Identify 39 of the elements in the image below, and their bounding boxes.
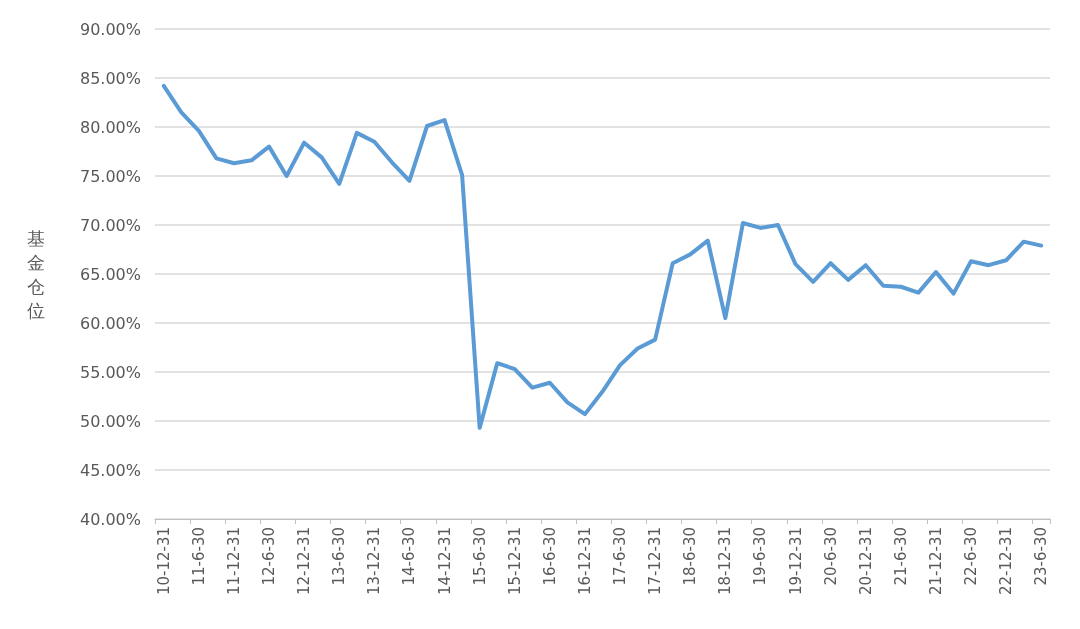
x-tick-label: 13-12-31	[365, 527, 384, 596]
x-tick-label: 20-12-31	[856, 527, 875, 596]
y-tick-label: 75.00%	[79, 166, 141, 186]
x-tick-label: 22-6-30	[962, 527, 981, 586]
x-tick-label: 18-6-30	[681, 527, 700, 586]
x-tick-label: 10-12-31	[154, 527, 173, 596]
x-tick-label: 17-6-30	[611, 527, 630, 586]
y-tick-label: 60.00%	[79, 313, 141, 333]
y-axis-title: 基金仓位	[27, 227, 45, 321]
x-tick-label: 12-12-31	[295, 527, 314, 596]
x-tick-label: 18-12-31	[716, 527, 735, 596]
x-tick-label: 12-6-30	[260, 527, 279, 586]
y-tick-label: 70.00%	[79, 215, 141, 235]
x-tick-label: 14-6-30	[400, 527, 419, 586]
x-tick-label: 15-6-30	[470, 527, 489, 586]
x-tick-label: 11-12-31	[224, 527, 243, 596]
x-tick-label: 21-6-30	[891, 527, 910, 586]
y-tick-label: 45.00%	[79, 460, 141, 480]
y-tick-label: 40.00%	[79, 509, 141, 529]
x-tick-label: 16-12-31	[575, 527, 594, 596]
x-tick-label: 22-12-31	[997, 527, 1016, 596]
x-tick-label: 19-6-30	[751, 527, 770, 586]
x-tick-label: 21-12-31	[926, 527, 945, 596]
x-tick-label: 23-6-30	[1032, 527, 1051, 586]
y-tick-label: 90.00%	[79, 19, 141, 39]
x-tick-label: 17-12-31	[646, 527, 665, 596]
x-tick-label: 19-12-31	[786, 527, 805, 596]
x-tick-label: 13-6-30	[330, 527, 349, 586]
y-tick-label: 65.00%	[79, 264, 141, 284]
x-tick-label: 11-6-30	[189, 527, 208, 586]
y-tick-label: 80.00%	[79, 117, 141, 137]
x-tick-label: 15-12-31	[505, 527, 524, 596]
x-tick-label: 14-12-31	[435, 527, 454, 596]
y-tick-label: 50.00%	[79, 411, 141, 431]
line-series	[161, 83, 1044, 430]
x-tick-label: 20-6-30	[821, 527, 840, 586]
y-tick-label: 85.00%	[79, 68, 141, 88]
y-tick-label: 55.00%	[79, 362, 141, 382]
x-tick-label: 16-6-30	[540, 527, 559, 586]
